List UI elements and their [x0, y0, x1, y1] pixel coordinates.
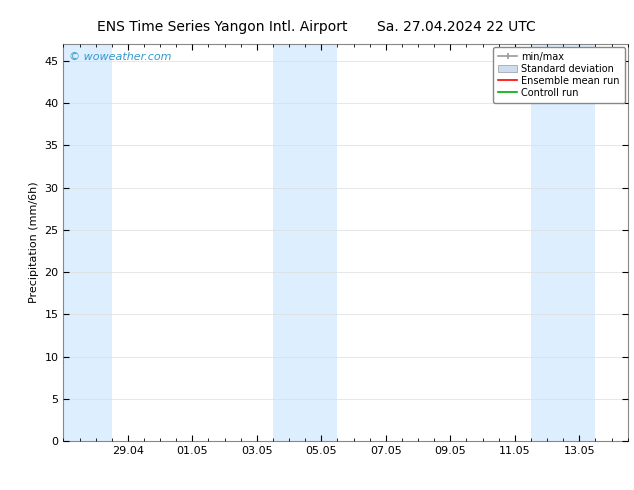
Legend: min/max, Standard deviation, Ensemble mean run, Controll run: min/max, Standard deviation, Ensemble me… [493, 47, 624, 102]
Y-axis label: Precipitation (mm/6h): Precipitation (mm/6h) [29, 182, 39, 303]
Text: ENS Time Series Yangon Intl. Airport: ENS Time Series Yangon Intl. Airport [96, 20, 347, 34]
Text: © woweather.com: © woweather.com [69, 52, 172, 62]
Bar [531, 44, 595, 441]
Bar [273, 44, 337, 441]
Bar [63, 44, 112, 441]
Text: Sa. 27.04.2024 22 UTC: Sa. 27.04.2024 22 UTC [377, 20, 536, 34]
